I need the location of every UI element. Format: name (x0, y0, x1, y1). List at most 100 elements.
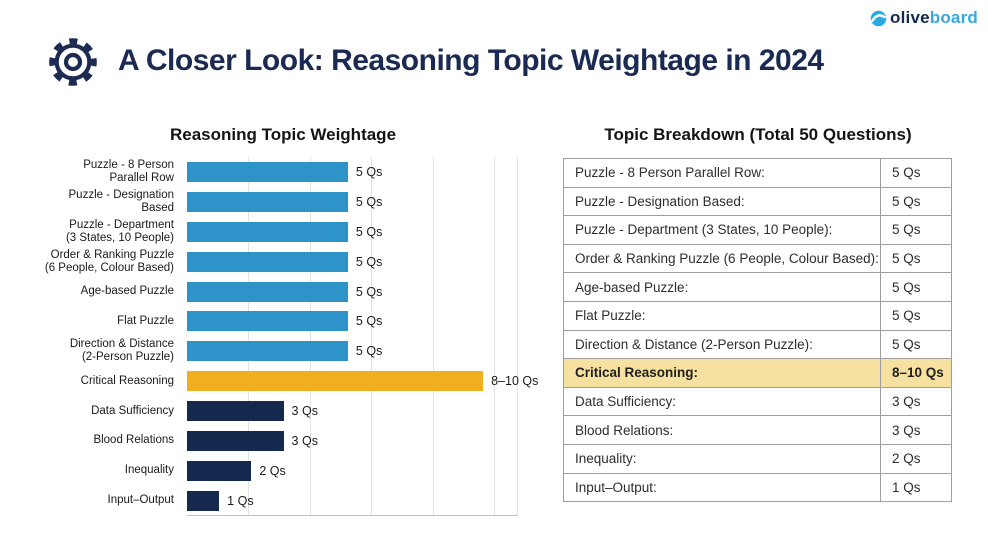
bar (187, 221, 348, 242)
chart-row: Data Sufficiency 3 Qs (33, 396, 533, 426)
chart-category-label: Inequality (124, 464, 174, 477)
table-row: Blood Relations: 3 Qs (563, 415, 952, 445)
bar-value-label: 3 Qs (291, 404, 318, 419)
bar (187, 281, 348, 302)
question-count-cell: 3 Qs (880, 415, 952, 445)
question-count-cell: 2 Qs (880, 443, 952, 474)
chart-row: Critical Reasoning 8–10 Qs (33, 366, 538, 396)
bar-value-label: 5 Qs (355, 254, 383, 269)
bar (187, 311, 348, 332)
question-count-cell: 1 Qs (880, 472, 952, 503)
table-row: Direction & Distance (2-Person Puzzle): 5… (563, 329, 952, 360)
chart-category-label: Critical Reasoning (80, 374, 174, 387)
topic-cell: Age-based Puzzle: (563, 272, 881, 302)
bar (187, 161, 348, 182)
question-count-cell: 5 Qs (880, 243, 952, 274)
question-count-cell: 3 Qs (880, 386, 952, 417)
chart-category-label: Input–Output (107, 494, 175, 507)
question-count-cell: 5 Qs (880, 300, 952, 331)
bar-value-label: 1 Qs (227, 493, 254, 508)
oliveboard-logo-icon (870, 10, 887, 26)
bar-area: 5 Qs (187, 247, 533, 277)
question-count-cell: 5 Qs (880, 215, 952, 245)
bar-area: 2 Qs (187, 456, 533, 486)
chart-category-label: Age-based Puzzle (80, 285, 174, 297)
chart-row: Blood Relations 3 Qs (33, 426, 533, 456)
chart-row: Inequality 2 Qs (33, 456, 533, 486)
bar-area: 5 Qs (187, 306, 533, 336)
question-count-cell: 5 Qs (880, 158, 952, 188)
gridline (493, 157, 495, 515)
bar (187, 430, 284, 451)
chart-category-label: Order & Ranking Puzzle (6 People, Colour… (44, 248, 174, 274)
table-row: Puzzle - Department (3 States, 10 People… (563, 215, 952, 245)
reasoning-weightage-chart: Reasoning Topic Weightage Puzzle - 8 Per… (33, 120, 538, 525)
oliveboard-logo: oliveboard (869, 8, 978, 28)
bar (187, 251, 348, 272)
table-row: Puzzle - 8 Person Parallel Row: 5 Qs (563, 158, 952, 188)
chart-category-label: Puzzle - 8 Person Parallel Row (83, 158, 174, 184)
table-row: Order & Ranking Puzzle (6 People, Colour… (563, 243, 952, 274)
bar-value-label: 5 Qs (355, 314, 383, 329)
table-row: Critical Reasoning: 8–10 Qs (563, 358, 952, 388)
bar-area: 8–10 Qs (187, 366, 538, 396)
chart-row: Direction & Distance (2-Person Puzzle) 5 … (33, 336, 533, 366)
chart-gridlines (187, 157, 518, 516)
gridline (371, 157, 373, 515)
chart-row: Puzzle - Department (3 States, 10 People… (33, 217, 533, 247)
topic-cell: Direction & Distance (2-Person Puzzle): (563, 329, 881, 360)
gridline (309, 157, 311, 515)
table-row: Flat Puzzle: 5 Qs (563, 300, 952, 331)
table-row: Input–Output: 1 Qs (563, 472, 952, 503)
bar (187, 371, 484, 392)
chart-category-label: Data Sufficiency (91, 404, 174, 417)
topic-cell: Puzzle - 8 Person Parallel Row: (563, 158, 881, 188)
topic-cell: Inequality: (563, 443, 881, 474)
question-count-cell: 5 Qs (880, 329, 952, 360)
topic-breakdown-panel: Topic Breakdown (Total 50 Questions) Puz… (563, 120, 953, 503)
chart-row: Flat Puzzle 5 Qs (33, 306, 533, 336)
bar-value-label: 8–10 Qs (491, 374, 539, 389)
chart-title: Reasoning Topic Weightage (169, 125, 397, 144)
topic-cell: Input–Output: (563, 472, 881, 503)
bar-area: 5 Qs (187, 157, 533, 187)
gridline (432, 157, 434, 515)
bar-area: 5 Qs (187, 336, 533, 366)
bar (187, 490, 220, 511)
bar-area: 5 Qs (187, 277, 533, 307)
bar-area: 1 Qs (187, 486, 533, 516)
chart-category-label: Flat Puzzle (117, 314, 174, 327)
bar (187, 401, 284, 422)
bar-value-label: 5 Qs (355, 344, 383, 359)
chart-row: Puzzle - 8 Person Parallel Row 5 Qs (33, 157, 533, 187)
chart-category-label: Puzzle - Department (3 States, 10 People… (65, 218, 174, 244)
topic-cell: Data Sufficiency: (563, 386, 881, 417)
bar-area: 5 Qs (187, 217, 533, 247)
topic-cell: Flat Puzzle: (563, 300, 881, 331)
bar-value-label: 5 Qs (355, 284, 383, 299)
table-row: Inequality: 2 Qs (563, 443, 952, 474)
table-row: Age-based Puzzle: 5 Qs (563, 272, 952, 302)
question-count-cell: 5 Qs (880, 272, 952, 302)
logo-text-board: board (929, 8, 978, 27)
table-row: Data Sufficiency: 3 Qs (563, 386, 952, 417)
bar-value-label: 5 Qs (355, 224, 383, 239)
chart-row: Puzzle - Designation Based 5 Qs (33, 187, 533, 217)
gear-icon (49, 38, 97, 86)
table-row: Puzzle - Designation Based: 5 Qs (563, 186, 952, 217)
bar-value-label: 5 Qs (355, 194, 383, 209)
bar (187, 460, 252, 481)
bar-value-label: 2 Qs (259, 463, 286, 478)
topic-cell: Critical Reasoning: (563, 358, 881, 388)
page-title: A Closer Look: Reasoning Topic Weightage… (118, 44, 824, 77)
chart-rows: Puzzle - 8 Person Parallel Row 5 Qs Puzzle… (33, 157, 538, 516)
question-count-cell: 8–10 Qs (880, 358, 952, 388)
topic-cell: Puzzle - Designation Based: (563, 186, 881, 217)
table-title: Topic Breakdown (Total 50 Questions) (604, 125, 912, 144)
topic-cell: Blood Relations: (563, 415, 881, 445)
chart-row: Order & Ranking Puzzle (6 People, Colour… (33, 247, 533, 277)
bar (187, 191, 348, 212)
bar-area: 3 Qs (187, 426, 533, 456)
chart-row: Input–Output 1 Qs (33, 486, 533, 516)
